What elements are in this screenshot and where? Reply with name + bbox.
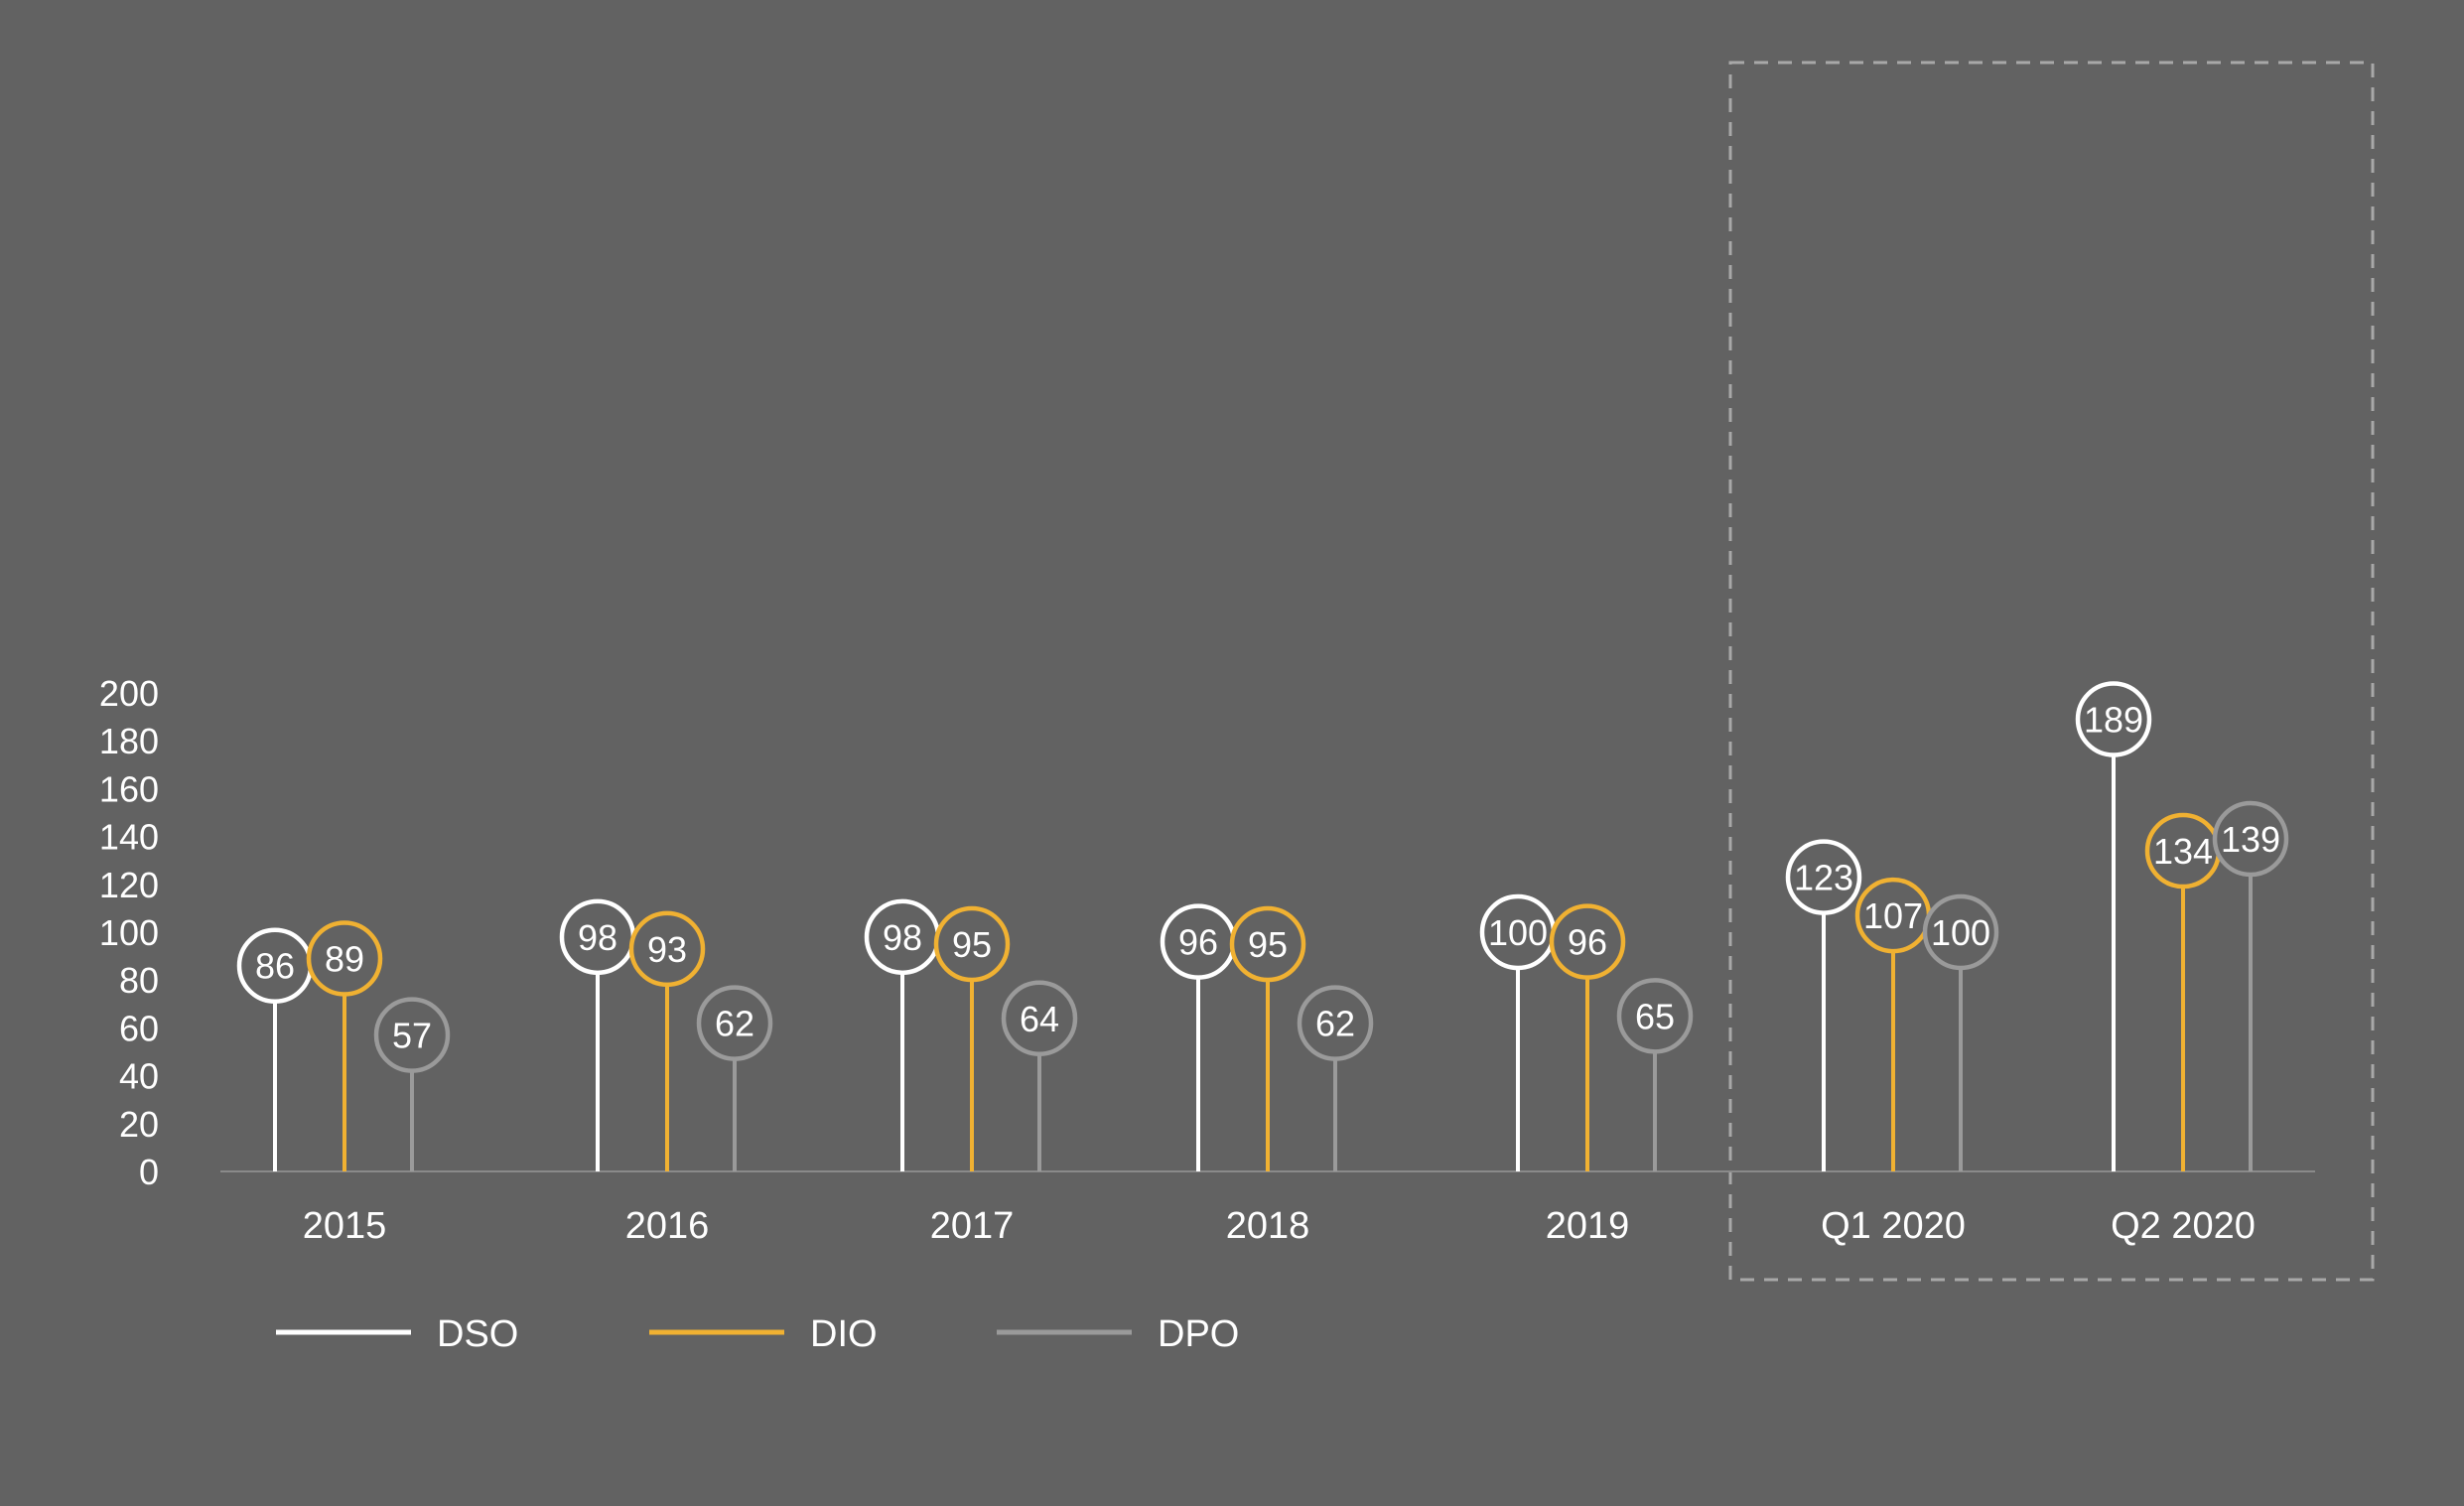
data-label-dpo: 100 <box>1931 912 1990 953</box>
data-label-dpo: 64 <box>1020 999 1059 1039</box>
x-category-label: 2017 <box>930 1205 1015 1247</box>
data-label-dso: 96 <box>1178 922 1218 963</box>
lollipop-head-dpo <box>696 985 773 1061</box>
y-tick-label: 180 <box>99 721 159 761</box>
lollipop-head-dso <box>1785 839 1862 915</box>
lollipop-head-dio <box>1229 905 1306 983</box>
x-category-label: Q1 2020 <box>1821 1205 1966 1247</box>
x-category-label: Q2 2020 <box>2111 1205 2256 1247</box>
y-tick-label: 100 <box>99 912 159 953</box>
data-label-dso: 100 <box>1488 912 1548 953</box>
x-category-label: 2016 <box>625 1205 710 1247</box>
legend-label-dio: DIO <box>810 1313 878 1355</box>
data-label-dio: 93 <box>647 929 687 970</box>
lollipop-head-dpo <box>2212 800 2289 878</box>
y-tick-label: 20 <box>119 1104 159 1145</box>
y-tick-label: 0 <box>139 1152 159 1192</box>
lollipop-head-dpo <box>1297 985 1374 1061</box>
legend-label-dso: DSO <box>437 1313 518 1355</box>
y-tick-label: 200 <box>99 673 159 714</box>
data-label-dio: 89 <box>325 939 364 980</box>
x-category-label: 2018 <box>1226 1205 1310 1247</box>
x-category-label: 2015 <box>303 1205 387 1247</box>
y-tick-label: 80 <box>119 960 159 1001</box>
legend-label-dpo: DPO <box>1158 1313 1239 1355</box>
data-label-dio: 134 <box>2153 831 2213 872</box>
lollipop-head-dso <box>2075 681 2152 757</box>
y-tick-label: 120 <box>99 865 159 905</box>
lollipop-head-dio <box>306 920 383 997</box>
lollipop-head-dpo <box>1616 978 1694 1054</box>
y-tick-label: 40 <box>119 1056 159 1097</box>
data-label-dso: 98 <box>578 917 617 958</box>
data-label-dso: 123 <box>1794 858 1853 898</box>
data-label-dso: 98 <box>883 917 922 958</box>
y-tick-label: 60 <box>119 1008 159 1048</box>
data-label-dpo: 65 <box>1635 996 1675 1036</box>
lollipop-head-dio <box>933 905 1011 983</box>
y-tick-label: 140 <box>99 817 159 858</box>
data-label-dso: 189 <box>2084 700 2143 741</box>
y-tick-label: 160 <box>99 768 159 809</box>
data-label-dso: 86 <box>255 946 295 987</box>
data-label-dpo: 57 <box>392 1016 432 1056</box>
data-label-dpo: 139 <box>2221 819 2280 860</box>
data-label-dio: 96 <box>1568 922 1607 963</box>
lollipop-head-dpo <box>373 997 451 1073</box>
lollipop-head-dpo <box>1001 980 1078 1057</box>
data-label-dio: 107 <box>1863 895 1923 936</box>
lollipop-head-dio <box>1549 903 1626 980</box>
data-label-dio: 95 <box>1248 924 1288 965</box>
lollipop-head-dpo <box>1922 893 1999 971</box>
data-label-dio: 95 <box>952 924 992 965</box>
highlight-box <box>1728 61 2375 1282</box>
data-label-dpo: 62 <box>715 1004 754 1044</box>
data-label-dpo: 62 <box>1315 1004 1355 1044</box>
lollipop-head-dio <box>628 910 706 988</box>
x-category-label: 2019 <box>1546 1205 1630 1247</box>
